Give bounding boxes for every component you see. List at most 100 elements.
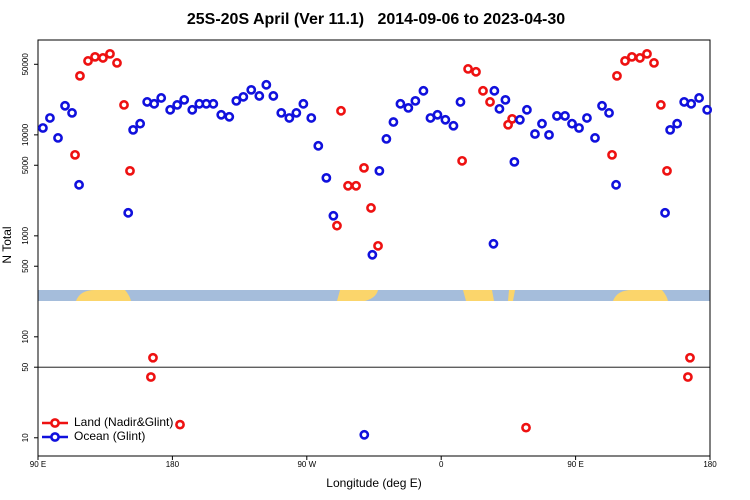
data-point [685, 352, 695, 363]
data-point [463, 64, 473, 74]
data-point [485, 97, 495, 107]
data-point [432, 109, 443, 120]
data-point [125, 165, 135, 176]
data-point [53, 133, 63, 143]
data-point [45, 113, 55, 123]
data-point [635, 53, 645, 63]
data-point [514, 114, 525, 125]
data-point [83, 56, 93, 66]
legend-label: Ocean (Glint) [74, 429, 145, 443]
land-strip [463, 290, 494, 301]
x-tick-label: 180 [703, 460, 717, 469]
data-point [662, 165, 672, 176]
data-point [530, 129, 540, 139]
y-tick-label: 10000 [21, 123, 30, 146]
data-point [649, 58, 659, 68]
y-tick-label: 1000 [21, 226, 30, 244]
data-point [38, 123, 48, 133]
data-point [665, 124, 676, 135]
data-point [395, 98, 406, 109]
data-point [597, 100, 607, 111]
data-point [655, 100, 666, 110]
data-point [642, 48, 652, 59]
y-tick-label: 5000 [21, 156, 30, 174]
data-point [381, 134, 392, 144]
data-point [478, 85, 488, 96]
data-point [489, 85, 500, 96]
y-tick-label: 100 [21, 330, 30, 344]
y-axis-label: N Total [0, 226, 14, 263]
legend-marker [50, 418, 60, 428]
data-point [521, 422, 531, 433]
x-tick-label: 90 E [30, 460, 46, 469]
data-point [67, 108, 77, 118]
data-point [98, 53, 108, 63]
data-point [440, 114, 451, 125]
data-point [187, 104, 198, 115]
data-point [112, 58, 122, 68]
map-strip [38, 290, 710, 301]
data-point [448, 120, 459, 131]
data-point [522, 104, 532, 115]
data-point [291, 108, 302, 118]
data-point [224, 111, 235, 122]
data-point [261, 79, 272, 90]
land-strip [613, 290, 668, 301]
data-point [455, 97, 466, 107]
data-point [208, 98, 219, 109]
data-point [537, 118, 547, 129]
data-point [366, 203, 376, 213]
data-point [509, 156, 520, 167]
data-point [607, 149, 617, 160]
data-point [500, 94, 511, 105]
data-point [582, 113, 592, 123]
data-point [119, 100, 129, 110]
y-tick-label: 50000 [21, 53, 30, 76]
data-point [336, 105, 346, 116]
data-point [135, 118, 146, 129]
y-tick-label: 50 [21, 362, 30, 371]
data-point [686, 98, 697, 109]
y-tick-label: 500 [21, 259, 30, 273]
data-point [123, 207, 134, 218]
chart-title: 25S-20S April (Ver 11.1) 2014-09-06 to 2… [187, 11, 565, 28]
data-point [367, 249, 378, 260]
data-point [620, 56, 630, 66]
x-tick-label: 180 [166, 460, 180, 469]
data-point [306, 113, 317, 123]
data-point [388, 117, 399, 127]
data-point [488, 238, 499, 249]
data-point [574, 123, 584, 133]
land-strip [337, 290, 378, 301]
y-tick-label: 10 [21, 433, 30, 442]
data-point [403, 102, 414, 113]
data-point [694, 93, 704, 103]
data-point [457, 155, 468, 166]
data-point [254, 91, 265, 101]
data-point [611, 179, 621, 190]
data-point [75, 70, 85, 81]
x-tick-label: 90 W [297, 460, 316, 469]
data-point [149, 98, 160, 109]
data-point [238, 91, 249, 102]
data-point [590, 133, 600, 143]
data-point [544, 129, 554, 140]
data-point [128, 124, 139, 135]
data-point [373, 240, 383, 251]
data-point [567, 118, 577, 129]
data-point [276, 108, 287, 118]
x-axis-label: Longitude (deg E) [326, 476, 421, 490]
data-point [145, 372, 156, 382]
legend-label: Land (Nadir&Glint) [74, 415, 173, 429]
data-point [74, 179, 84, 190]
data-point [604, 108, 614, 118]
x-tick-label: 0 [439, 460, 444, 469]
data-point [246, 84, 257, 95]
data-point [560, 111, 570, 121]
data-point [672, 118, 683, 129]
data-point [351, 180, 361, 191]
data-point [105, 48, 115, 59]
data-point [702, 104, 713, 115]
data-point [321, 172, 332, 183]
